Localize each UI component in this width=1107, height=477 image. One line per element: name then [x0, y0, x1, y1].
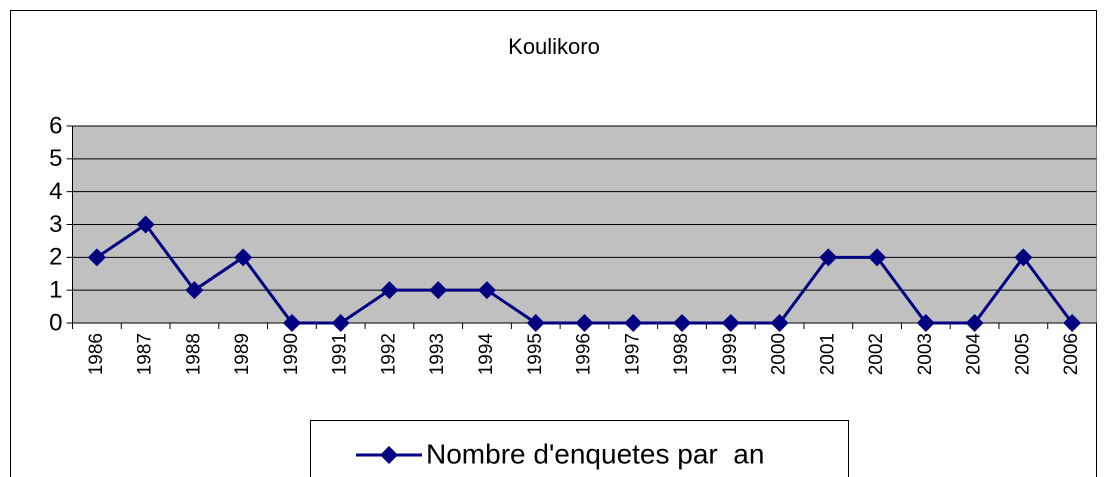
data-point	[1063, 314, 1082, 332]
y-tick-label: 0	[49, 309, 62, 336]
data-point	[965, 314, 984, 332]
data-point	[477, 281, 496, 300]
x-tick-label: 1999	[720, 333, 741, 375]
data-point	[526, 314, 545, 332]
x-tick-label: 1992	[378, 333, 399, 375]
legend-label: Nombre d'enquetes par an	[426, 438, 764, 469]
data-point	[234, 248, 253, 267]
x-tick-label: 1995	[525, 333, 546, 375]
legend-marker	[380, 446, 398, 464]
x-tick-label: 1986	[86, 333, 107, 375]
data-point	[575, 314, 594, 332]
y-tick-label: 5	[49, 145, 62, 172]
x-tick-label: 2001	[817, 333, 838, 375]
x-tick-label: 1990	[281, 333, 302, 375]
data-point	[331, 314, 350, 332]
data-point	[1014, 248, 1033, 267]
data-point	[185, 281, 204, 300]
data-point	[770, 314, 789, 332]
x-tick-label: 1989	[232, 333, 253, 375]
data-point	[868, 248, 887, 267]
y-tick-label: 1	[49, 277, 62, 304]
chart-title: Koulikoro	[508, 34, 600, 59]
x-tick-label: 1993	[427, 333, 448, 375]
data-point	[282, 314, 301, 332]
x-tick-label: 2006	[1061, 333, 1082, 375]
x-tick-label: 1991	[330, 333, 351, 375]
x-tick-label: 1994	[476, 333, 497, 376]
y-tick-label: 3	[49, 211, 62, 238]
x-tick-label: 1996	[574, 333, 595, 375]
x-tick-label: 2002	[866, 333, 887, 375]
data-point	[136, 215, 155, 234]
x-tick-label: 2000	[769, 333, 790, 375]
data-point	[87, 248, 106, 267]
x-tick-label: 1987	[135, 333, 156, 375]
data-point	[624, 314, 643, 332]
x-tick-label: 2003	[915, 333, 936, 375]
y-tick-label: 4	[49, 178, 62, 205]
x-tick-label: 1988	[183, 333, 204, 375]
y-tick-label: 6	[49, 112, 62, 139]
y-tick-label: 2	[49, 244, 62, 271]
data-point	[916, 314, 935, 332]
x-tick-label: 2005	[1012, 333, 1033, 375]
x-tick-label: 1998	[671, 333, 692, 375]
data-point	[819, 248, 838, 267]
legend-box	[310, 420, 849, 477]
data-point	[429, 281, 448, 300]
data-point	[380, 281, 399, 300]
x-tick-label: 2004	[964, 333, 985, 376]
data-point	[721, 314, 740, 332]
x-tick-label: 1997	[622, 333, 643, 375]
data-point	[673, 314, 692, 332]
